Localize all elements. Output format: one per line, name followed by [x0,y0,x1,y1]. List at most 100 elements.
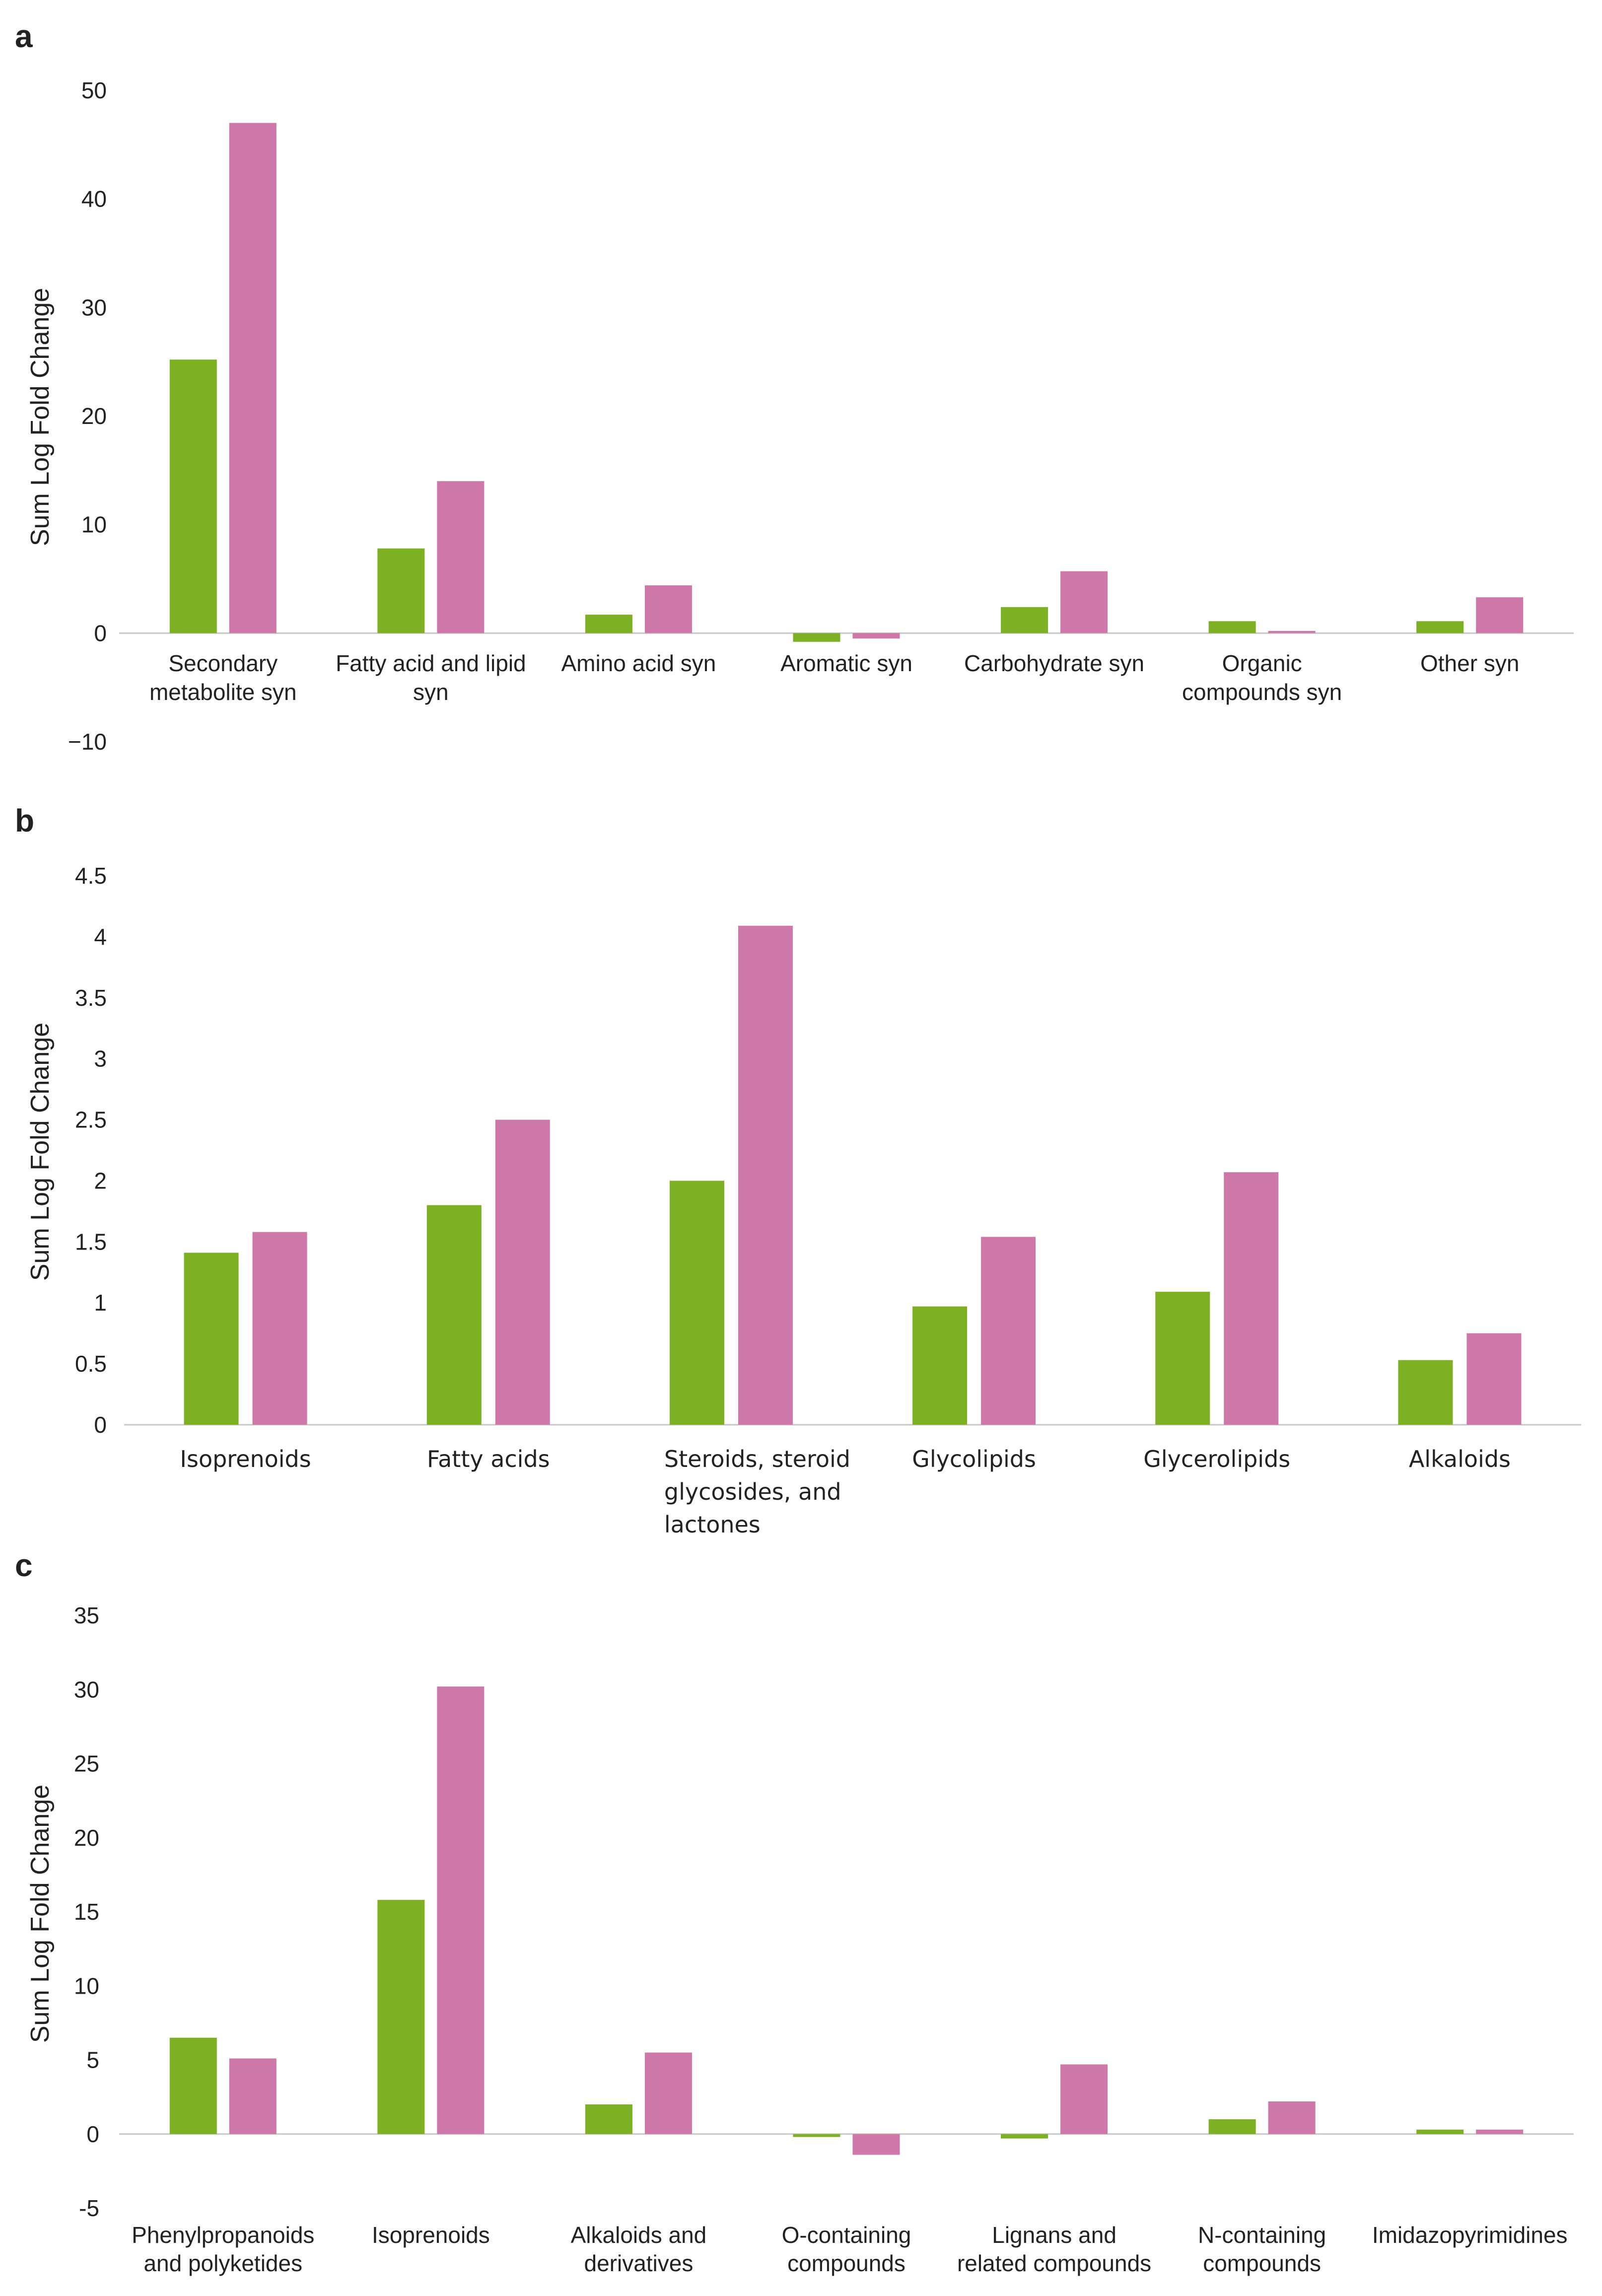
bar-series-1 [377,1900,425,2134]
bar-series-2 [644,585,692,633]
panel-letter: b [15,803,34,838]
category-label: Lignans and [992,2222,1116,2248]
category-label: Steroids, steroid [664,1446,850,1472]
bar-series-1 [1001,2134,1048,2139]
y-tick-label: 20 [74,1825,99,1851]
category-label: O-containing [782,2222,911,2248]
bar-series-2 [437,1686,485,2134]
y-tick-label: 10 [74,1973,99,1999]
y-tick-label: 3 [94,1046,107,1072]
y-tick-label: 0 [86,2121,99,2147]
bar-series-2 [1060,571,1108,633]
bar-series-2 [1476,2129,1524,2134]
bar-series-2 [437,481,485,633]
y-tick-label: 25 [74,1751,99,1777]
bar-series-2 [1060,2064,1108,2134]
category-label: Amino acid syn [561,650,716,676]
category-label: lactones [664,1511,761,1538]
bar-series-2 [1224,1172,1279,1425]
category-label: Fatty acid and lipid [336,650,526,676]
y-tick-label: -5 [79,2195,99,2221]
y-axis-title: Sum Log Fold Change [26,1023,55,1281]
y-tick-label: 20 [81,403,107,429]
category-label: Other syn [1420,650,1519,676]
y-tick-label: 3.5 [75,985,107,1011]
category-label: related compounds [957,2250,1151,2276]
panel-b: b Sum Log Fold Change 0 0.5 1 1.5 2 2.5 3 3.5 4 4.5… [15,803,1581,1538]
category-label: metabolite syn [149,679,297,705]
y-tick-label: 4 [94,924,107,950]
bar-series-1 [669,1181,724,1425]
category-label: Carbohydrate syn [964,650,1144,676]
y-axis-title: Sum Log Fold Change [26,1785,55,2043]
y-tick-label: −10 [68,729,107,755]
category-label: compounds [1203,2250,1321,2276]
category-label: syn [413,679,449,705]
y-tick-label: 30 [81,294,107,320]
y-tick-label: 10 [81,512,107,538]
bar-series-1 [585,615,632,633]
panel-c: c Sum Log Fold Change -5 0 5 10 15 20 25 30 35 Phen… [15,1547,1574,2276]
bar-series-1 [912,1306,968,1425]
bar-series-1 [793,633,840,642]
y-tick-label: 0 [94,620,107,646]
bar-series-2 [852,633,900,639]
bar-series-1 [426,1205,482,1425]
bar-series-1 [793,2134,840,2137]
category-label: Secondary [168,650,278,676]
y-axis-title: Sum Log Fold Change [26,288,55,546]
category-label: compounds [787,2250,905,2276]
category-label: and polyketides [143,2250,302,2276]
y-tick-label: 1.5 [75,1229,107,1254]
y-tick-label: 2 [94,1168,107,1193]
category-label: Imidazopyrimidines [1372,2222,1568,2248]
category-label: Alkaloids [1409,1446,1511,1472]
y-tick-label: 35 [74,1602,99,1628]
category-label: Fatty acids [427,1446,550,1472]
bar-series-1 [1398,1360,1453,1425]
bar-series-1 [169,359,217,633]
bar-series-1 [1208,2119,1256,2134]
y-tick-label: 15 [74,1899,99,1925]
category-label: Organic [1222,650,1302,676]
y-tick-label: 1 [94,1290,107,1316]
panel-letter: a [15,18,33,54]
y-tick-label: 0 [94,1412,107,1438]
bar-series-1 [1001,607,1048,633]
bar-series-2 [1476,597,1524,633]
y-tick-label: 40 [81,186,107,212]
bar-series-2 [981,1237,1036,1425]
bar-series-2 [738,925,793,1425]
y-tick-label: 0.5 [75,1351,107,1377]
y-tick-label: 30 [74,1676,99,1702]
bar-series-2 [644,2052,692,2134]
category-label: compounds syn [1182,679,1342,705]
bar-series-1 [169,2037,217,2134]
y-tick-label: 5 [86,2047,99,2073]
bar-series-2 [229,123,277,633]
panel-a: a Sum Log Fold Change −10 0 10 20 30 40 50 Second… [15,18,1574,755]
bar-series-2 [495,1119,550,1425]
category-label: glycosides, and [664,1478,841,1505]
bar-series-1 [1416,2129,1464,2134]
category-label: Glycolipids [912,1446,1036,1472]
category-label: Phenylpropanoids [132,2222,314,2248]
category-label: Alkaloids and [571,2222,707,2248]
category-label: Aromatic syn [780,650,912,676]
bar-series-2 [252,1232,307,1425]
y-tick-label: 2.5 [75,1107,107,1133]
category-label: Isoprenoids [372,2222,490,2248]
bar-series-1 [184,1252,239,1425]
y-tick-label: 4.5 [75,863,107,889]
bar-series-2 [1268,630,1316,633]
category-label: Glycerolipids [1143,1446,1290,1472]
bar-series-2 [229,2058,277,2134]
bar-series-1 [585,2104,632,2134]
bar-series-2 [1466,1333,1522,1425]
bar-series-2 [1268,2101,1316,2134]
category-label: Isoprenoids [180,1446,311,1472]
bar-series-1 [1416,621,1464,633]
category-label: N-containing [1198,2222,1326,2248]
panel-letter: c [15,1547,33,1583]
